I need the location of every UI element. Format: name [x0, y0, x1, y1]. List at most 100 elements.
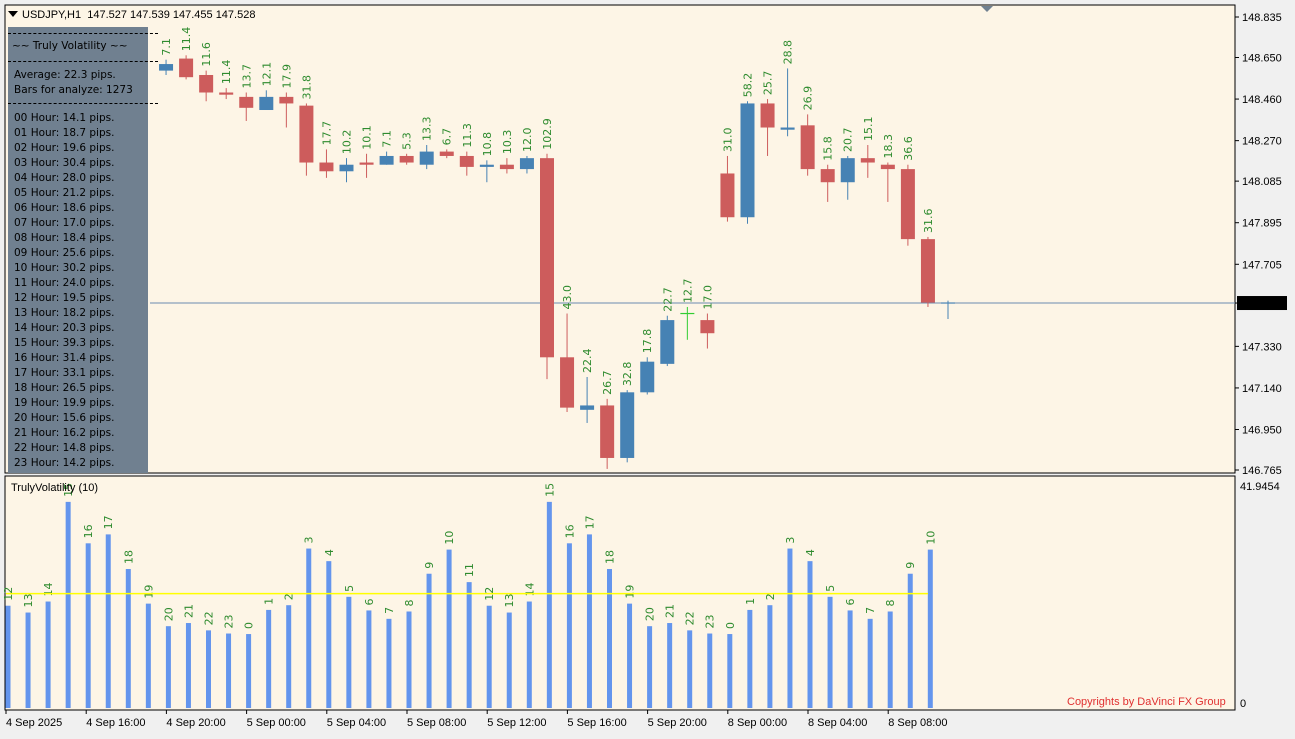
hour-row: 03 Hour: 30.4 pips.: [14, 157, 115, 169]
volatility-bar: [486, 605, 492, 708]
candle-range-label: 11.3: [461, 123, 474, 148]
volatility-bar: [586, 534, 592, 708]
price-tick-label: 147.895: [1242, 218, 1282, 230]
volatility-bar-label: 21: [182, 604, 195, 618]
time-tick-label: 4 Sep 16:00: [86, 717, 145, 729]
candle-range-label: 11.4: [180, 27, 193, 52]
candle-range-label: 17.8: [641, 329, 654, 354]
candle-body: [379, 155, 394, 165]
indicator-title: TrulyVolatility (10): [11, 482, 99, 494]
volatility-bar: [446, 549, 452, 708]
volatility-bar-label: 19: [624, 585, 637, 599]
volatility-bar: [506, 612, 512, 708]
volatility-bar-label: 6: [363, 598, 376, 605]
candle-body: [259, 96, 274, 111]
candle-range-label: 15.1: [862, 117, 875, 142]
hour-row: 04 Hour: 28.0 pips.: [14, 172, 115, 184]
candle-range-label: 22.7: [661, 287, 674, 312]
price-tick-label: 147.705: [1242, 259, 1282, 271]
volatility-bar: [366, 610, 372, 708]
candle-range-label: 12.7: [681, 278, 694, 303]
candle-body: [640, 361, 655, 393]
volatility-bar-label: 11: [463, 563, 476, 577]
hour-row: 07 Hour: 17.0 pips.: [14, 217, 115, 229]
hour-row: 21 Hour: 16.2 pips.: [14, 427, 115, 439]
candle-body: [660, 320, 675, 364]
hour-row: 19 Hour: 19.9 pips.: [14, 397, 115, 409]
volatility-bar-label: 23: [223, 615, 236, 629]
candle-range-label: 102.9: [541, 118, 554, 150]
volatility-bar-label: 15: [543, 483, 556, 497]
candle-range-label: 17.9: [280, 64, 293, 89]
candle-body: [760, 103, 775, 128]
volatility-bar: [5, 605, 11, 708]
candle-body: [560, 357, 575, 408]
volatility-bar: [887, 611, 893, 708]
candle-range-label: 26.9: [802, 86, 815, 111]
candle-range-label: 22.4: [581, 348, 594, 373]
candle-body: [740, 103, 755, 218]
volatility-bar: [386, 618, 392, 708]
candle-range-label: 7.1: [160, 38, 173, 56]
candle-body: [580, 405, 595, 410]
hour-row: 13 Hour: 18.2 pips.: [14, 307, 115, 319]
hour-row: 23 Hour: 14.2 pips.: [14, 457, 115, 469]
volatility-bar: [25, 612, 31, 708]
current-price-line: 147.528: [150, 296, 1287, 311]
volatility-bar-label: 20: [644, 607, 657, 621]
candle-body: [780, 127, 795, 130]
time-tick-label: 4 Sep 20:00: [166, 717, 225, 729]
volatility-bar: [266, 609, 272, 708]
candle-body: [239, 96, 254, 108]
volatility-bar-label: 2: [283, 593, 296, 600]
volatility-bar-label: 7: [383, 607, 396, 614]
volatility-bar: [185, 623, 191, 708]
candle-body: [700, 320, 715, 334]
volatility-bar: [306, 548, 312, 708]
volatility-bar-label: 10: [443, 531, 456, 545]
candle-body: [419, 151, 434, 165]
candles: 7.1 11.4 11.6 11.4 13.7 12.1 17.9 31.8 17.7 10.2 1…: [159, 27, 955, 469]
volatility-bar: [566, 543, 572, 708]
volatility-bar: [927, 549, 933, 708]
candle-range-label: 32.8: [621, 362, 634, 387]
candle-body: [860, 158, 875, 163]
price-tick-label: 147.330: [1242, 341, 1282, 353]
volatility-bar: [747, 609, 753, 708]
volatility-bar: [627, 603, 633, 708]
candle-body: [800, 125, 815, 170]
candle-range-label: 10.1: [361, 125, 374, 150]
chevron-down-icon[interactable]: [8, 11, 18, 17]
volatility-bar: [466, 582, 472, 708]
candle-body: [199, 74, 214, 93]
bars-text: Bars for analyze: 1273: [14, 84, 133, 96]
panel-title: ~~ Truly Volatility ~~: [12, 40, 128, 52]
hour-row: 17 Hour: 33.1 pips.: [14, 367, 115, 379]
volatility-bar-label: 18: [604, 550, 617, 564]
volatility-bar-label: 5: [343, 585, 356, 592]
candle-body: [159, 64, 174, 71]
volatility-bar: [667, 623, 673, 708]
volatility-bar: [346, 596, 352, 708]
candle-body: [359, 162, 374, 165]
price-tick-label: 146.950: [1242, 425, 1282, 437]
candle-body: [499, 164, 514, 170]
shift-marker-icon[interactable]: [981, 6, 993, 12]
volatility-bar: [707, 633, 713, 708]
volatility-bar-label: 19: [142, 585, 155, 599]
candle-body: [399, 155, 414, 163]
current-price-box: [1237, 296, 1287, 311]
candle-body: [620, 392, 635, 458]
candle-range-label: 10.8: [481, 132, 494, 156]
candle-range-label: 36.6: [902, 136, 915, 161]
candle-body: [179, 58, 194, 78]
volatility-bar-label: 17: [583, 515, 596, 529]
volatility-bar-label: 9: [904, 562, 917, 569]
volatility-bar-label: 7: [864, 607, 877, 614]
candle-body: [880, 164, 895, 170]
volatility-bar: [426, 573, 432, 708]
candle-body: [600, 405, 615, 458]
hour-list: 00 Hour: 14.1 pips. 01 Hour: 18.7 pips. 02…: [8, 111, 148, 471]
